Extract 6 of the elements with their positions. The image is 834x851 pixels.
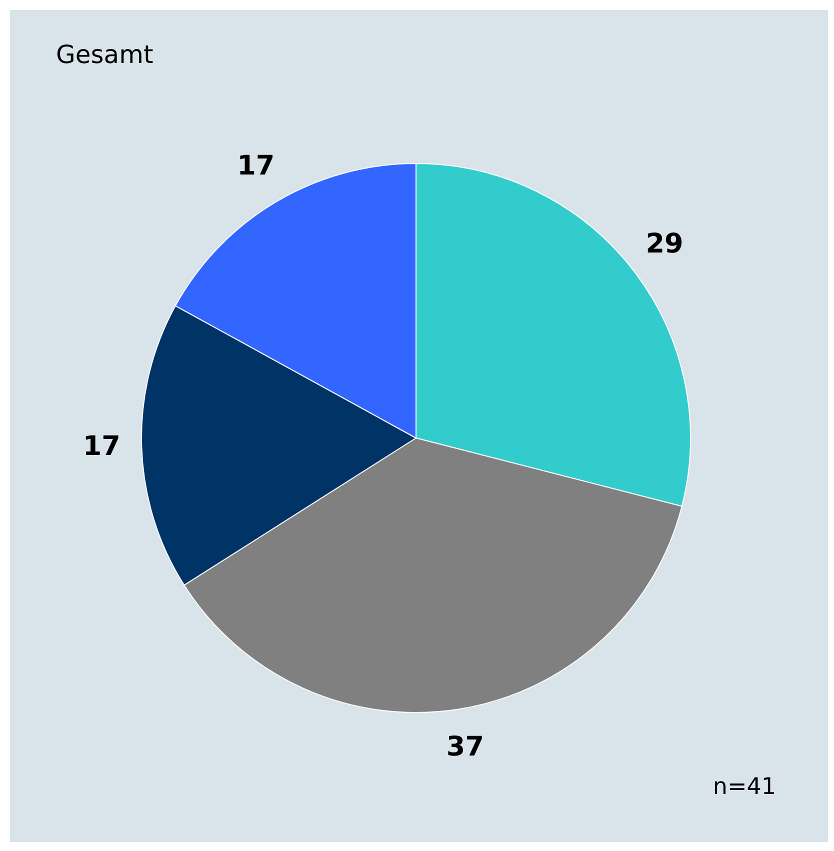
data-label: 17 [237,150,275,182]
data-label: 17 [82,430,120,462]
data-label: 29 [646,228,684,260]
chart-title: Gesamt [56,40,154,69]
text: n=41 [712,774,776,800]
data-label: 37 [446,732,484,763]
